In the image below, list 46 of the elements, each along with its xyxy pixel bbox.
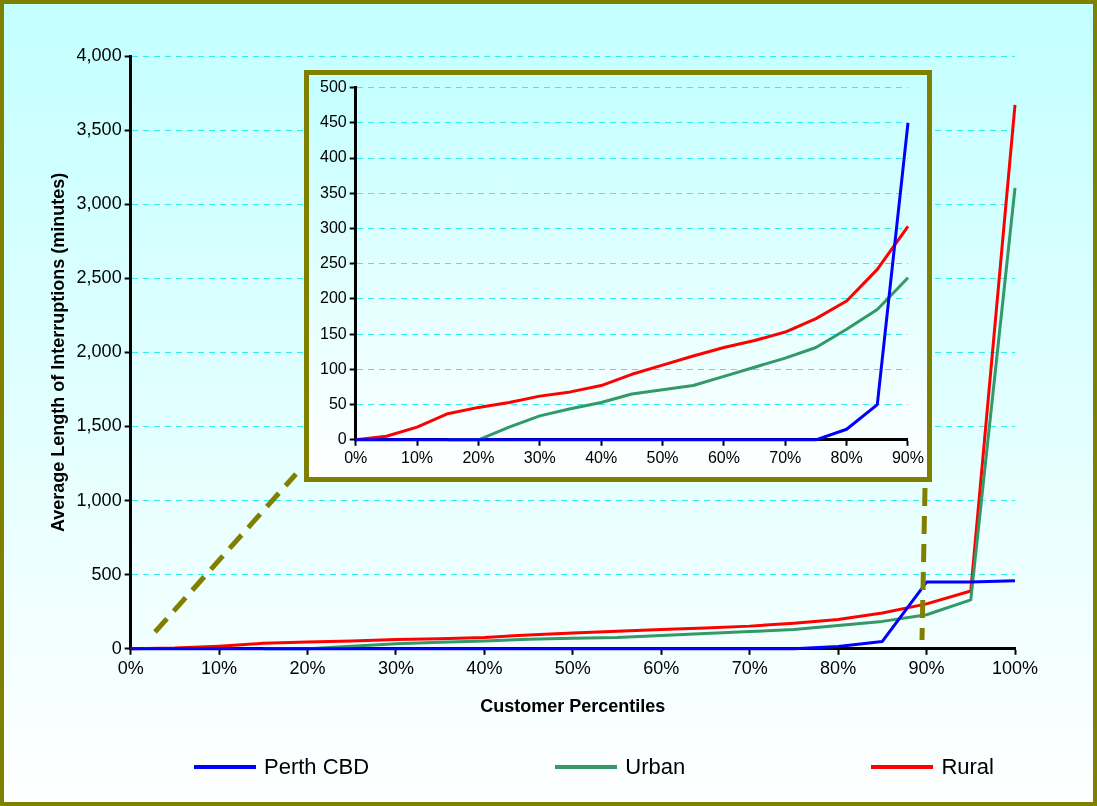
legend-label: Urban <box>625 754 686 780</box>
x-tick-label: 50% <box>554 657 591 678</box>
x-tick-label: 50% <box>646 448 679 466</box>
x-tick-label: 40% <box>466 657 503 678</box>
y-tick-label: 3,500 <box>76 119 122 140</box>
y-tick-label: 500 <box>319 78 347 96</box>
x-tick-label: 90% <box>891 448 924 466</box>
y-tick-label: 4,000 <box>76 44 122 65</box>
x-tick-label: 20% <box>462 448 495 466</box>
y-tick-label: 350 <box>319 183 347 201</box>
y-tick-label: 450 <box>319 113 347 131</box>
x-tick-label: 100% <box>991 657 1039 678</box>
y-axis-title: Average Length of Interruptions (minutes) <box>47 172 68 533</box>
x-tick-label: 70% <box>731 657 768 678</box>
y-tick-label: 2,000 <box>76 341 122 362</box>
y-tick-label: 400 <box>319 148 347 166</box>
y-tick-label: 2,500 <box>76 267 122 288</box>
x-axis-title: Customer Percentiles <box>480 696 666 717</box>
y-tick-label: 3,000 <box>76 193 122 214</box>
y-tick-label: 500 <box>91 563 122 584</box>
x-tick-label: 60% <box>643 657 680 678</box>
x-tick-label: 80% <box>830 448 863 466</box>
legend-label: Perth CBD <box>264 754 370 780</box>
y-tick-label: 0 <box>111 637 122 658</box>
y-tick-label: 1,000 <box>76 489 122 510</box>
y-tick-label: 100 <box>319 359 347 377</box>
x-tick-label: 20% <box>289 657 326 678</box>
y-tick-label: 250 <box>319 254 347 272</box>
y-tick-label: 150 <box>319 324 347 342</box>
y-tick-label: 1,500 <box>76 415 122 436</box>
y-tick-label: 50 <box>328 394 347 412</box>
x-tick-label: 10% <box>401 448 434 466</box>
legend-label: Rural <box>941 754 994 780</box>
y-tick-label: 200 <box>319 289 347 307</box>
x-tick-label: 40% <box>585 448 618 466</box>
x-tick-label: 30% <box>523 448 556 466</box>
x-tick-label: 0% <box>117 657 144 678</box>
x-tick-label: 90% <box>908 657 945 678</box>
y-tick-label: 0 <box>337 430 347 448</box>
x-tick-label: 60% <box>707 448 740 466</box>
x-tick-label: 70% <box>769 448 802 466</box>
x-tick-label: 80% <box>820 657 857 678</box>
y-tick-label: 300 <box>319 218 347 236</box>
x-tick-label: 10% <box>201 657 238 678</box>
x-tick-label: 30% <box>377 657 414 678</box>
x-tick-label: 0% <box>344 448 368 466</box>
